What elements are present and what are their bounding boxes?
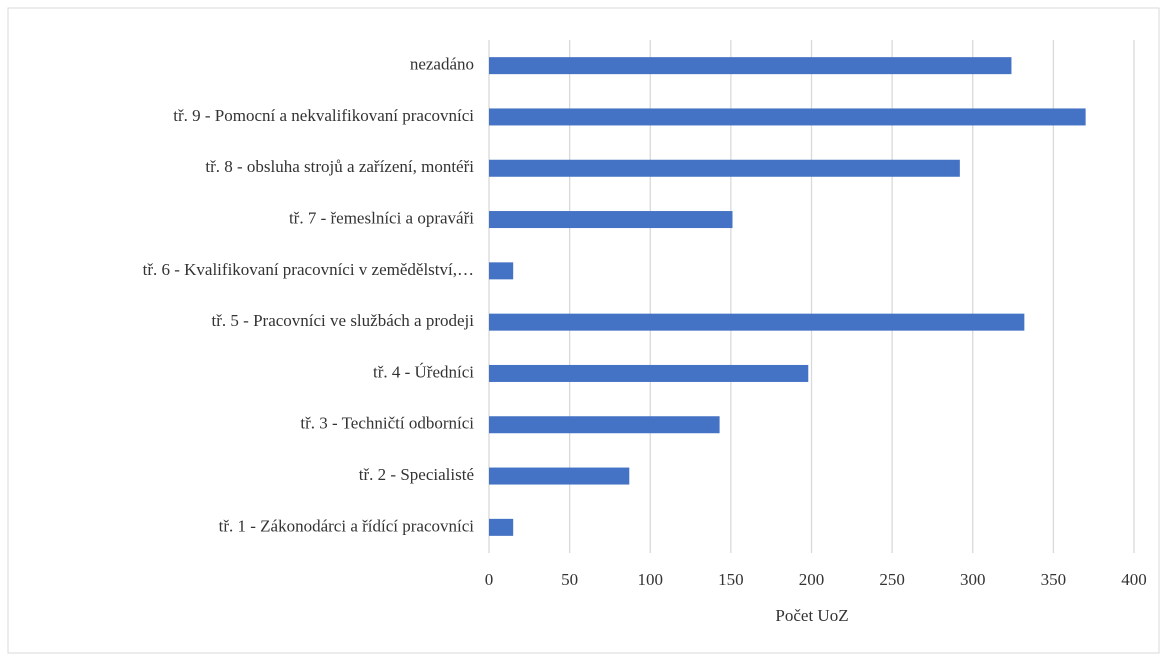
y-tick-label: tř. 5 - Pracovníci ve službách a prodeji <box>212 311 475 330</box>
y-tick-label: tř. 9 - Pomocní a nekvalifikovaní pracov… <box>173 106 474 125</box>
y-tick-label: tř. 7 - řemeslníci a opraváři <box>289 208 474 227</box>
x-tick-label: 0 <box>485 570 494 589</box>
bar <box>489 108 1086 126</box>
y-tick-label: tř. 1 - Zákonodárci a řídící pracovníci <box>219 516 475 535</box>
x-axis-title: Počet UoZ <box>775 606 848 625</box>
x-tick-label: 400 <box>1121 570 1147 589</box>
x-tick-label: 350 <box>1041 570 1067 589</box>
x-tick-label: 100 <box>638 570 664 589</box>
bar <box>489 211 733 229</box>
x-tick-label: 150 <box>718 570 744 589</box>
x-tick-label: 300 <box>960 570 986 589</box>
y-tick-label: nezadáno <box>410 55 474 74</box>
bar <box>489 364 809 382</box>
bar <box>489 159 960 177</box>
y-tick-label: tř. 6 - Kvalifikovaní pracovníci v zeměd… <box>143 260 474 279</box>
bar <box>489 313 1025 331</box>
y-tick-label: tř. 8 - obsluha strojů a zařízení, monté… <box>205 157 474 176</box>
bar <box>489 467 630 485</box>
bar <box>489 262 514 280</box>
y-tick-label: tř. 4 - Úředníci <box>373 362 474 381</box>
chart-frame <box>7 7 1160 654</box>
y-tick-label: tř. 2 - Specialisté <box>359 465 474 484</box>
x-tick-label: 200 <box>799 570 825 589</box>
bar <box>489 57 1012 75</box>
bar <box>489 518 514 536</box>
y-tick-label: tř. 3 - Techničtí odborníci <box>300 414 474 433</box>
bar <box>489 416 720 434</box>
x-tick-label: 250 <box>879 570 905 589</box>
x-tick-label: 50 <box>561 570 578 589</box>
